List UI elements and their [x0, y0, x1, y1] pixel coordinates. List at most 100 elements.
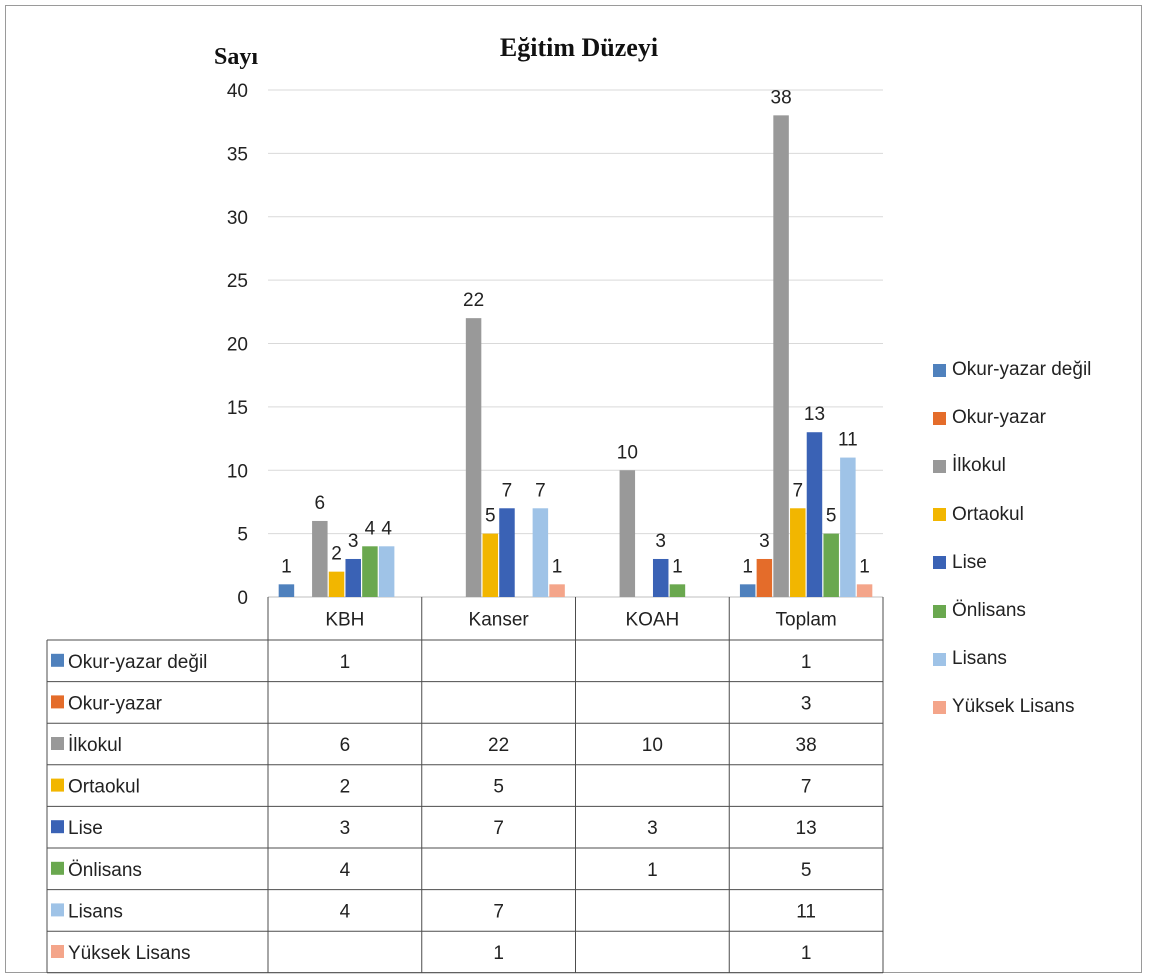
table-cell-value: 7	[801, 777, 812, 798]
data-label: 7	[792, 480, 803, 501]
table-series-label: Okur-yazar	[68, 693, 163, 714]
legend-swatch	[933, 604, 946, 618]
bar	[652, 558, 669, 597]
table-cell-value: 1	[647, 860, 658, 881]
y-tick-label: 30	[227, 208, 248, 229]
table-cell-value: 7	[493, 901, 504, 922]
data-label: 22	[463, 290, 484, 311]
legend-item: Önlisans	[933, 587, 1149, 635]
data-label: 1	[672, 556, 683, 577]
data-label: 5	[826, 506, 837, 527]
legend-swatch	[933, 363, 946, 377]
bar	[856, 584, 873, 597]
bar	[499, 508, 515, 597]
table-series-label: Yüksek Lisans	[68, 943, 191, 964]
category-label: Toplam	[776, 610, 837, 631]
data-label: 4	[365, 518, 376, 539]
legend-label: İlkokul	[952, 455, 1006, 477]
y-tick-label: 40	[227, 81, 248, 102]
legend-label: Lise	[952, 551, 987, 573]
table-cell-value: 13	[796, 818, 817, 839]
data-label: 6	[315, 493, 326, 514]
table-cell-value: 22	[488, 735, 509, 756]
data-label: 13	[804, 404, 825, 425]
data-label: 1	[552, 556, 563, 577]
table-series-swatch	[51, 653, 64, 667]
table-series-swatch	[51, 903, 64, 917]
legend-swatch	[933, 652, 946, 666]
table-cell-value: 38	[796, 735, 817, 756]
data-label: 2	[331, 544, 342, 565]
bar	[312, 520, 328, 597]
data-label: 3	[655, 531, 666, 552]
chart-legend: Okur-yazar değil Okur-yazar İlkokul Ortaoku…	[933, 346, 1149, 732]
table-cell-value: 4	[340, 860, 351, 881]
bar	[362, 546, 378, 597]
table-cell-value: 1	[801, 652, 812, 673]
data-label: 4	[381, 518, 392, 539]
table-series-swatch	[51, 778, 64, 792]
data-label: 1	[859, 556, 870, 577]
legend-item: Okur-yazar	[933, 394, 1149, 442]
table-cell-value: 1	[340, 652, 351, 673]
legend-item: Okur-yazar değil	[933, 346, 1149, 394]
table-cell-value: 11	[796, 901, 816, 922]
table-series-label: Lisans	[68, 901, 123, 922]
bar	[278, 584, 295, 597]
bar	[619, 470, 636, 597]
legend-swatch	[933, 556, 946, 570]
y-tick-label: 20	[227, 335, 248, 356]
table-cell-value: 4	[340, 901, 351, 922]
y-tick-label: 15	[227, 398, 248, 419]
data-label: 1	[742, 556, 753, 577]
legend-swatch	[933, 459, 946, 473]
bar	[840, 457, 856, 597]
legend-item: Lisans	[933, 635, 1149, 683]
table-cell-value: 3	[647, 818, 658, 839]
table-series-swatch	[51, 695, 64, 709]
table-series-label: Okur-yazar değil	[68, 652, 207, 673]
data-label: 1	[281, 556, 292, 577]
table-series-label: İlkokul	[68, 735, 122, 756]
bar	[739, 584, 756, 597]
legend-label: Ortaokul	[952, 503, 1024, 525]
bar	[756, 558, 773, 597]
legend-item: Lise	[933, 539, 1149, 587]
bar	[465, 318, 482, 597]
bar	[549, 584, 565, 597]
y-tick-label: 35	[227, 144, 248, 165]
table-cell-value: 3	[340, 818, 351, 839]
y-axis-label: Sayı	[214, 44, 258, 70]
data-label: 3	[348, 531, 359, 552]
data-label: 10	[617, 442, 638, 463]
data-label: 7	[502, 480, 513, 501]
table-cell-value: 10	[642, 735, 663, 756]
data-label: 7	[535, 480, 546, 501]
y-tick-label: 10	[227, 461, 248, 482]
category-label: Kanser	[469, 610, 530, 631]
y-tick-label: 25	[227, 271, 248, 292]
table-cell-value: 1	[493, 943, 504, 964]
legend-swatch	[933, 508, 946, 522]
legend-swatch	[933, 411, 946, 425]
table-cell-value: 2	[340, 777, 351, 798]
bar	[532, 508, 549, 597]
category-label: KBH	[325, 610, 364, 631]
table-series-swatch	[51, 737, 64, 750]
legend-item: Yüksek Lisans	[933, 683, 1149, 731]
legend-label: Yüksek Lisans	[952, 696, 1075, 718]
bar	[345, 558, 361, 597]
bar	[806, 432, 823, 597]
table-cell-value: 1	[801, 943, 812, 964]
bar	[482, 533, 499, 597]
bars	[278, 115, 873, 597]
bar	[773, 115, 789, 597]
table-series-label: Lise	[68, 818, 103, 839]
bar	[669, 584, 686, 597]
table-series-label: Ortaokul	[68, 777, 140, 798]
bar	[328, 571, 345, 597]
bar	[823, 533, 839, 597]
